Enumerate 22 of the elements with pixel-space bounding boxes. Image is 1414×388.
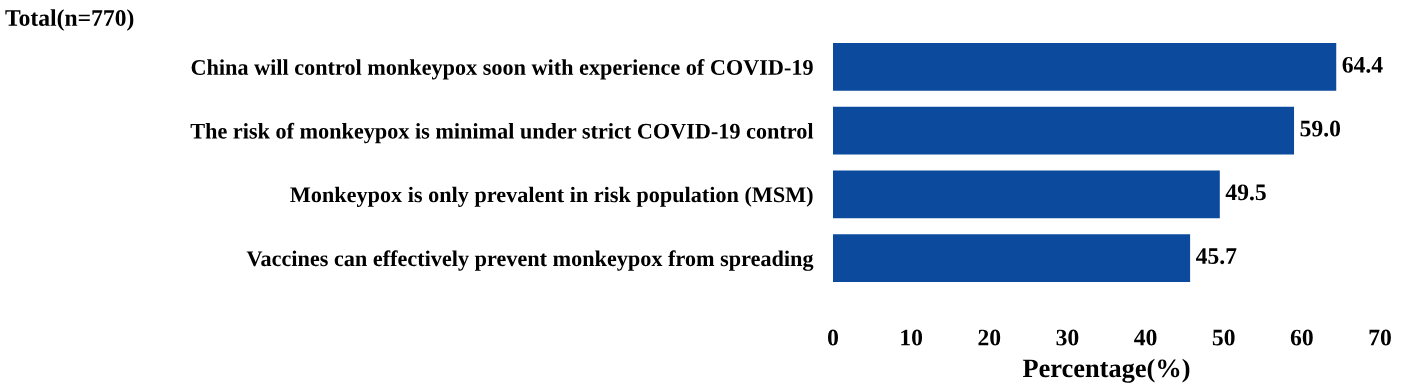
x-tick-label: 60 xyxy=(1290,329,1313,346)
x-tick-label: 20 xyxy=(978,329,1001,346)
x-tick-label: 40 xyxy=(1134,329,1157,346)
bar xyxy=(833,106,1295,155)
x-tick-label: 30 xyxy=(1056,329,1079,346)
bar xyxy=(833,170,1220,219)
data-label: 64.4 xyxy=(1342,56,1383,73)
bar xyxy=(833,42,1337,91)
x-tick-label: 10 xyxy=(901,329,923,346)
data-label: 59.0 xyxy=(1300,120,1341,137)
x-tick-label: 70 xyxy=(1369,329,1391,346)
y-tick-label: China will control monkeypox soon with experience of COVID-19 xyxy=(191,59,813,80)
data-label: 49.5 xyxy=(1225,184,1266,201)
text: Total(n=770) xyxy=(5,9,134,31)
bar xyxy=(833,234,1191,283)
x-tick-label: 0 xyxy=(828,329,838,346)
y-tick-label: The risk of monkeypox is minimal under strict COVID-19 control xyxy=(190,122,814,144)
x-tick-label: 50 xyxy=(1212,329,1235,346)
data-label: 45.7 xyxy=(1195,248,1237,265)
y-tick-label: Monkeypox is only prevalent in risk population (MSM) xyxy=(290,186,813,207)
y-tick-label: Vaccines can effectively prevent monkeypox from spreading xyxy=(246,250,814,271)
x-axis-title: Percentage(%) xyxy=(1022,358,1190,383)
